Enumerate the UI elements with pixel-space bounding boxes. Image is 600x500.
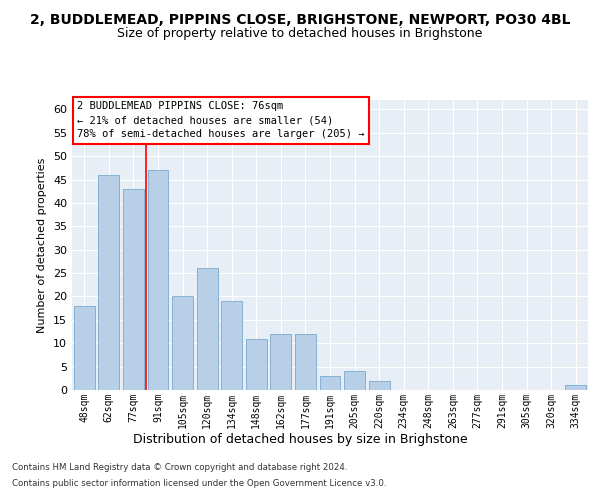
Bar <box>123 189 144 390</box>
Bar <box>148 170 169 390</box>
Text: Size of property relative to detached houses in Brighstone: Size of property relative to detached ho… <box>118 28 482 40</box>
Bar <box>320 376 340 390</box>
Bar <box>295 334 316 390</box>
Bar <box>172 296 193 390</box>
Bar <box>565 386 586 390</box>
Text: Distribution of detached houses by size in Brighstone: Distribution of detached houses by size … <box>133 432 467 446</box>
Text: 2, BUDDLEMEAD, PIPPINS CLOSE, BRIGHSTONE, NEWPORT, PO30 4BL: 2, BUDDLEMEAD, PIPPINS CLOSE, BRIGHSTONE… <box>30 12 570 26</box>
Bar <box>221 301 242 390</box>
Bar <box>74 306 95 390</box>
Bar <box>368 380 389 390</box>
Bar <box>246 338 267 390</box>
Bar <box>344 372 365 390</box>
Bar <box>98 175 119 390</box>
Text: 2 BUDDLEMEAD PIPPINS CLOSE: 76sqm
← 21% of detached houses are smaller (54)
78% : 2 BUDDLEMEAD PIPPINS CLOSE: 76sqm ← 21% … <box>77 102 365 140</box>
Bar <box>271 334 292 390</box>
Text: Contains public sector information licensed under the Open Government Licence v3: Contains public sector information licen… <box>12 478 386 488</box>
Bar <box>197 268 218 390</box>
Text: Contains HM Land Registry data © Crown copyright and database right 2024.: Contains HM Land Registry data © Crown c… <box>12 464 347 472</box>
Y-axis label: Number of detached properties: Number of detached properties <box>37 158 47 332</box>
